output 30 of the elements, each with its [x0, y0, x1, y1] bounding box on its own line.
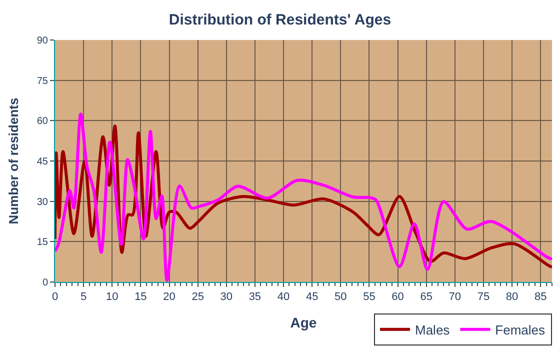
- x-tick-label: 65: [420, 291, 432, 304]
- x-tick-label: 10: [106, 291, 118, 304]
- y-axis-title: Number of residents: [6, 98, 21, 224]
- x-tick-label: 40: [277, 291, 290, 304]
- x-tick-label: 0: [52, 291, 58, 304]
- x-tick-label: 55: [363, 291, 376, 304]
- y-tick-label: 45: [36, 156, 48, 168]
- x-tick-label: 60: [392, 291, 404, 304]
- x-tick-label: 35: [248, 291, 262, 304]
- y-tick-label: 30: [36, 196, 48, 208]
- x-tick-label: 15: [134, 291, 147, 304]
- x-tick-label: 85: [534, 291, 547, 304]
- x-tick-label: 75: [477, 291, 490, 304]
- y-tick-label: 0: [42, 278, 48, 288]
- x-tick-label: 50: [334, 291, 347, 304]
- y-tick-label: 15: [36, 237, 48, 248]
- legend-label: Males: [415, 322, 450, 338]
- x-tick-label: 45: [306, 291, 318, 304]
- x-tick-label: 80: [506, 291, 518, 304]
- y-tick-label: 75: [36, 76, 48, 87]
- x-tick-label: 20: [163, 291, 176, 304]
- y-tick-label: 90: [36, 36, 48, 46]
- x-tick-label: 70: [448, 291, 462, 304]
- x-tick-label: 25: [192, 291, 204, 304]
- chart-title: Distribution of Residents' Ages: [168, 12, 392, 29]
- x-axis-title: Age: [290, 314, 317, 330]
- y-tick-label: 60: [36, 116, 48, 128]
- legend-label: Females: [495, 322, 546, 338]
- x-tick-label: 5: [80, 291, 87, 304]
- x-tick-label: 30: [220, 291, 233, 304]
